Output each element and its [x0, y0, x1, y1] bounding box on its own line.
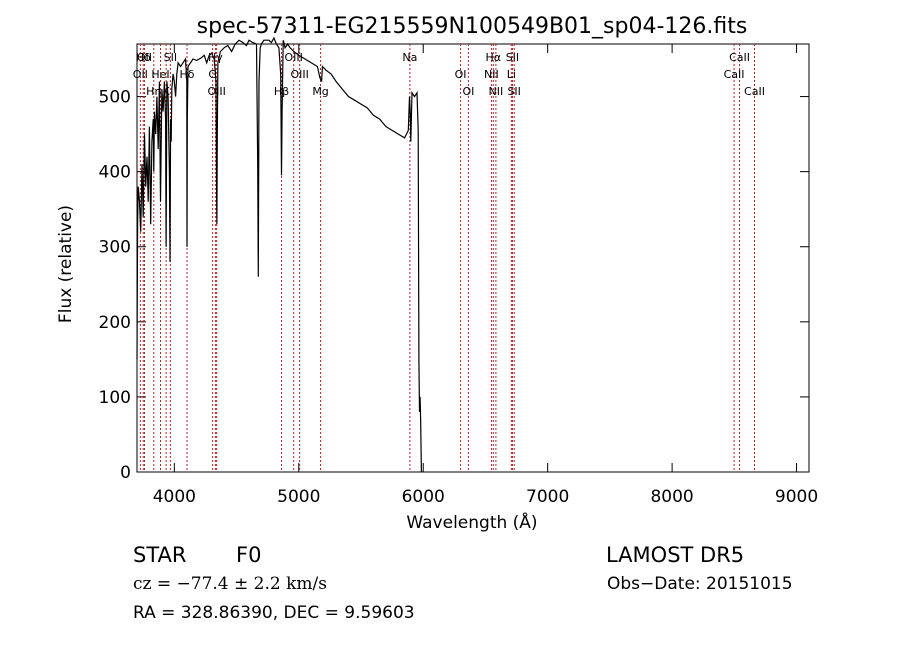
object-class: STAR: [133, 543, 186, 567]
coordinates: RA = 328.86390, DEC = 9.59603: [133, 603, 415, 623]
line-label-0: Hδ: [136, 51, 151, 64]
y-tick-label: 100: [99, 388, 131, 408]
observation-date: Obs−Date: 20151015: [607, 574, 793, 594]
x-tick-label: 5000: [277, 487, 320, 507]
y-tick-label: 500: [99, 88, 131, 108]
line-label-12: OIII: [284, 51, 302, 64]
line-label-2: Hη: [146, 85, 161, 98]
line-label-6: SII: [164, 51, 177, 64]
x-axis-ticks: 4000 5000 6000 7000 8000 9000: [153, 44, 818, 507]
line-label-7: Hδ: [180, 68, 195, 81]
line-label-20: NII: [489, 85, 504, 98]
x-axis-label: Wavelength (Å): [406, 511, 537, 533]
x-tick-label: 4000: [153, 487, 196, 507]
spectrum-line: [136, 36, 422, 473]
line-label-1: OII: [133, 68, 148, 81]
y-axis-label: Flux (relative): [56, 205, 76, 323]
y-tick-label: 300: [99, 238, 131, 258]
line-label-24: CaII: [729, 51, 750, 64]
line-label-25: CaII: [724, 68, 745, 81]
x-tick-label: 7000: [526, 487, 569, 507]
line-label-18: Hα: [486, 51, 502, 64]
line-label-15: Na: [402, 51, 417, 64]
x-tick-label: 6000: [402, 487, 445, 507]
redshift-cz: cz = −77.4 ± 2.2 km/s: [133, 574, 327, 594]
x-tick-label: 9000: [775, 487, 818, 507]
line-label-21: SII: [506, 51, 519, 64]
chart-title: spec-57311-EG215559N100549B01_sp04-126.f…: [197, 14, 748, 39]
line-label-23: SII: [507, 85, 520, 98]
line-label-22: Li: [507, 68, 516, 81]
line-label-11: Hβ: [274, 85, 289, 98]
line-label-16: OI: [455, 68, 467, 81]
survey-name: LAMOST DR5: [606, 543, 744, 567]
y-axis-ticks: 0 100 200 300 400 500: [99, 88, 809, 483]
y-tick-label: 0: [120, 463, 131, 483]
line-label-3: OII: [137, 51, 152, 64]
spectral-line-labels: HδOIIHηOIIHeIKSIIHδOIIIHγGHβOIIIOIIIMgNa…: [133, 51, 765, 98]
line-label-19: NII: [484, 68, 499, 81]
spectral-line-markers: [139, 44, 755, 472]
line-label-26: CaII: [744, 85, 765, 98]
y-tick-label: 200: [99, 313, 131, 333]
line-label-17: OI: [462, 85, 474, 98]
object-subclass: F0: [236, 543, 261, 567]
y-tick-label: 400: [99, 163, 131, 183]
line-label-13: OIII: [290, 68, 308, 81]
x-tick-label: 8000: [650, 487, 693, 507]
line-label-10: G: [208, 68, 217, 81]
line-label-9: Hγ: [208, 51, 223, 64]
plot-frame: [136, 43, 810, 473]
line-label-14: Mg: [312, 85, 328, 98]
line-label-4: HeI: [151, 68, 169, 81]
